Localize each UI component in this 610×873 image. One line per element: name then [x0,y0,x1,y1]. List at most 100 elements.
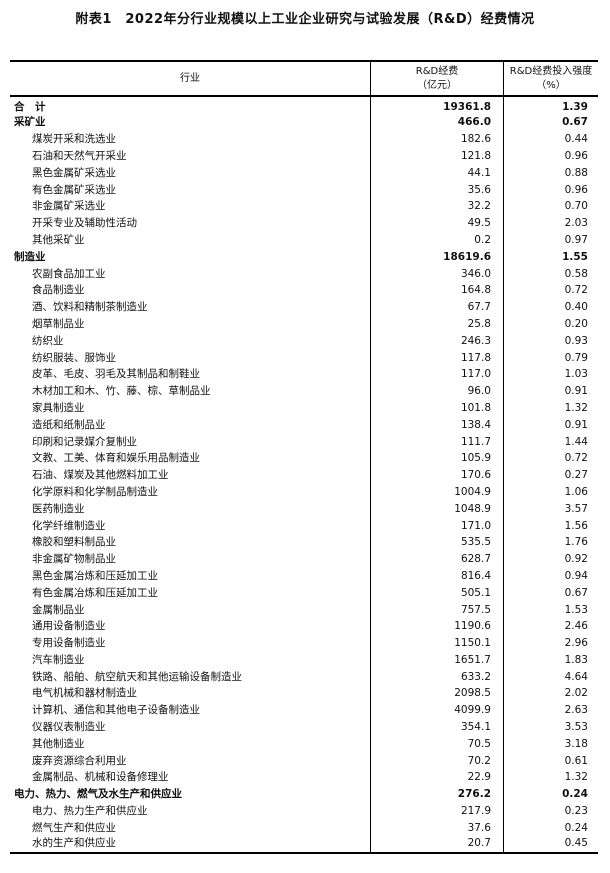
intensity-cell: 1.32 [564,771,588,784]
industry-cell: 酒、饮料和精制茶制造业 [10,298,371,316]
table-row: 造纸和纸制品业 138.4 0.91 [10,416,598,434]
table-row: 化学原料和化学制品制造业 1004.9 1.06 [10,483,598,501]
intensity-cell: 0.79 [564,351,588,364]
table-row: 金属制品业 757.5 1.53 [10,601,598,618]
table-row: 开采专业及辅助性活动 49.5 2.03 [10,214,598,232]
industry-cell: 采矿业 [10,114,371,131]
intensity-cell: 1.53 [564,603,588,616]
intensity-cell: 1.06 [564,485,588,498]
funds-cell: 18619.6 [370,248,504,266]
industry-cell: 水的生产和供应业 [10,836,371,855]
table-row: 计算机、通信和其他电子设备制造业 4099.9 2.63 [10,701,598,719]
table-row: 烟草制品业 25.8 0.20 [10,315,598,333]
funds-cell: 276.2 [370,785,504,803]
table-row: 非金属矿采选业 32.2 0.70 [10,197,598,215]
industry-cell: 非金属矿物制品业 [10,550,371,568]
intensity-cell: 1.76 [564,536,588,549]
intensity-cell: 0.58 [564,267,588,280]
funds-cell: 44.1 [370,164,504,182]
industry-cell: 纺织业 [10,332,371,350]
funds-cell: 96.0 [370,382,504,400]
intensity-cell: 1.56 [564,519,588,532]
intensity-cell: 0.96 [564,183,588,196]
intensity-cell: 3.57 [564,502,588,515]
industry-cell: 石油、煤炭及其他燃料加工业 [10,466,371,484]
header-intensity: R&D经费投入强度 （%） [503,60,598,97]
intensity-cell: 3.53 [564,721,588,734]
industry-cell: 金属制品业 [10,601,371,618]
table-row: 纺织服装、服饰业 117.8 0.79 [10,349,598,366]
table-row: 农副食品加工业 346.0 0.58 [10,265,598,282]
table-row: 黑色金属矿采选业 44.1 0.88 [10,164,598,182]
intensity-cell: 2.03 [564,217,588,230]
industry-cell: 开采专业及辅助性活动 [10,214,371,232]
intensity-cell: 1.39 [562,101,588,113]
funds-cell: 49.5 [370,214,504,232]
industry-cell: 非金属矿采选业 [10,197,371,215]
table-row: 木材加工和木、竹、藤、棕、草制品业 96.0 0.91 [10,382,598,400]
table-row: 皮革、毛皮、羽毛及其制品和制鞋业 117.0 1.03 [10,365,598,383]
table-row: 合 计 19361.8 1.39 [10,96,598,114]
industry-cell: 石油和天然气开采业 [10,147,371,165]
intensity-cell: 2.96 [564,637,588,650]
intensity-cell: 0.91 [564,418,588,431]
funds-cell: 2098.5 [370,685,504,702]
table-row: 燃气生产和供应业 37.6 0.24 [10,819,598,837]
industry-cell: 金属制品、机械和设备修理业 [10,769,371,786]
industry-cell: 农副食品加工业 [10,265,371,282]
funds-cell: 22.9 [370,769,504,786]
table-row: 印刷和记录媒介复制业 111.7 1.44 [10,433,598,450]
header-industry: 行业 [10,60,371,97]
intensity-cell: 0.72 [564,452,588,465]
industry-cell: 合 计 [10,96,371,114]
rd-funds-table: 行业 R&D经费 （亿元） R&D经费投入强度 （%） 合 计 19361.8 1.39… [10,60,598,855]
funds-cell: 346.0 [370,265,504,282]
intensity-cell: 0.61 [564,754,588,767]
funds-cell: 246.3 [370,332,504,350]
industry-cell: 有色金属矿采选业 [10,181,371,198]
funds-cell: 505.1 [370,584,504,602]
industry-cell: 废弃资源综合利用业 [10,752,371,770]
funds-cell: 67.7 [370,298,504,316]
intensity-cell: 0.91 [564,385,588,398]
intensity-cell: 0.44 [564,133,588,146]
intensity-cell: 0.24 [562,788,588,801]
funds-cell: 1651.7 [370,651,504,669]
intensity-cell: 0.67 [562,116,588,129]
table-header-row: 行业 R&D经费 （亿元） R&D经费投入强度 （%） [10,60,598,97]
funds-cell: 32.2 [370,197,504,215]
industry-cell: 造纸和纸制品业 [10,416,371,434]
industry-cell: 黑色金属矿采选业 [10,164,371,182]
industry-cell: 专用设备制造业 [10,634,371,652]
header-industry-label: 行业 [180,72,200,84]
funds-cell: 164.8 [370,281,504,299]
funds-cell: 1004.9 [370,483,504,501]
industry-cell: 计算机、通信和其他电子设备制造业 [10,701,371,719]
table-row: 有色金属冶炼和压延加工业 505.1 0.67 [10,584,598,602]
intensity-cell: 0.20 [564,317,588,330]
table-row: 制造业 18619.6 1.55 [10,248,598,266]
intensity-cell: 0.45 [503,836,598,855]
table-row: 酒、饮料和精制茶制造业 67.7 0.40 [10,298,598,316]
industry-cell: 仪器仪表制造业 [10,718,371,736]
funds-cell: 35.6 [370,181,504,198]
funds-cell: 633.2 [370,668,504,686]
funds-cell: 25.8 [370,315,504,333]
funds-cell: 757.5 [370,601,504,618]
funds-cell: 170.6 [370,466,504,484]
funds-cell: 20.7 [370,836,504,855]
funds-cell: 105.9 [370,449,504,467]
page-title: 附表1 2022年分行业规模以上工业企业研究与试验发展（R&D）经费情况 [75,12,535,27]
industry-cell: 化学原料和化学制品制造业 [10,483,371,501]
intensity-cell: 0.67 [564,586,588,599]
funds-cell: 70.5 [370,735,504,753]
industry-cell: 汽车制造业 [10,651,371,669]
table-row: 汽车制造业 1651.7 1.83 [10,651,598,669]
funds-cell: 121.8 [370,147,504,165]
industry-cell: 电力、热力生产和供应业 [10,802,371,820]
table-row: 仪器仪表制造业 354.1 3.53 [10,718,598,736]
funds-cell: 1048.9 [370,500,504,518]
industry-cell: 其他制造业 [10,735,371,753]
header-funds: R&D经费 （亿元） [370,60,504,97]
table-row: 水的生产和供应业 20.7 0.45 [10,836,598,855]
